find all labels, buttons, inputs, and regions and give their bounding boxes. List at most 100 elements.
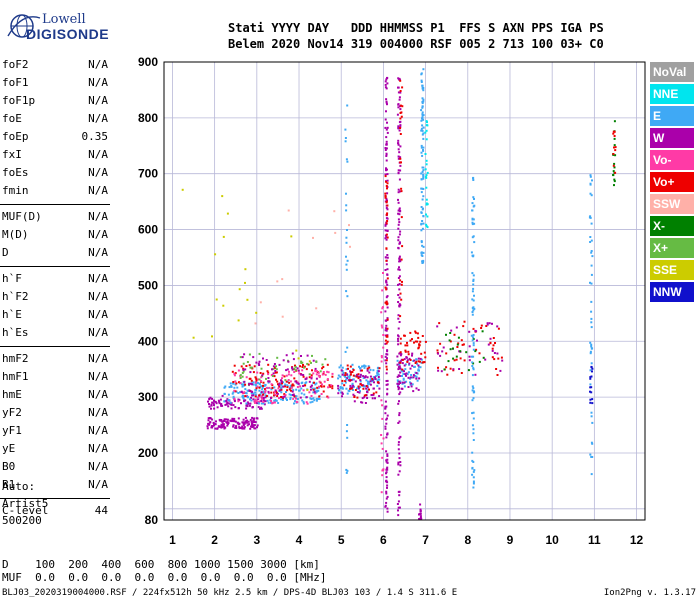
echo-point xyxy=(281,278,284,281)
echo-point xyxy=(240,402,242,405)
echo-point xyxy=(228,386,231,389)
echo-point xyxy=(407,350,410,353)
echo-point xyxy=(397,86,399,89)
echo-point xyxy=(295,349,298,352)
echo-point xyxy=(284,383,287,386)
echo-point xyxy=(421,124,424,127)
echo-point xyxy=(234,420,237,423)
echo-point xyxy=(286,386,289,389)
echo-point xyxy=(302,364,304,366)
echo-point xyxy=(249,398,251,401)
echo-point xyxy=(422,176,425,178)
echo-point xyxy=(385,468,388,471)
echo-point xyxy=(398,380,401,383)
echo-point xyxy=(252,398,255,401)
echo-point xyxy=(613,146,615,149)
echo-point xyxy=(417,368,420,371)
echo-point xyxy=(239,382,242,385)
param-row: foF1 N/A xyxy=(0,74,114,92)
echo-point xyxy=(473,204,476,207)
echo-point xyxy=(357,385,360,388)
echo-point xyxy=(231,418,234,421)
echo-point xyxy=(398,241,401,244)
echo-point xyxy=(407,386,410,388)
echo-point xyxy=(385,281,388,284)
echo-point xyxy=(221,423,224,426)
echo-point xyxy=(369,375,372,378)
echo-point xyxy=(242,362,245,365)
echo-point xyxy=(415,360,418,363)
x-tick-label: 5 xyxy=(338,533,345,547)
echo-point xyxy=(398,363,401,366)
echo-point xyxy=(386,277,389,280)
echo-point xyxy=(384,327,387,330)
echo-point xyxy=(423,351,426,354)
param-label: foE xyxy=(2,112,22,125)
echo-point xyxy=(271,387,274,389)
echo-point xyxy=(349,384,352,387)
echo-point xyxy=(614,146,617,149)
echo-point xyxy=(399,461,402,463)
echo-point xyxy=(226,424,229,427)
echo-point xyxy=(372,387,375,390)
echo-point xyxy=(384,425,387,428)
echo-point xyxy=(351,383,354,386)
echo-point xyxy=(613,184,615,187)
echo-point xyxy=(306,354,309,357)
echo-point xyxy=(273,386,276,389)
echo-point xyxy=(420,517,423,520)
echo-point xyxy=(385,263,388,266)
echo-point xyxy=(399,354,402,357)
echo-point xyxy=(265,359,268,361)
echo-point xyxy=(253,421,255,423)
echo-point xyxy=(386,236,389,239)
echo-point xyxy=(472,390,475,393)
echo-point xyxy=(398,506,401,509)
echo-point xyxy=(397,103,400,106)
param-row: B1 N/A xyxy=(0,476,114,494)
echo-point xyxy=(439,342,442,345)
echo-point xyxy=(397,327,400,330)
echo-point xyxy=(345,471,348,474)
echo-point xyxy=(417,364,420,367)
echo-point xyxy=(352,369,355,371)
echo-point xyxy=(347,367,349,370)
echo-point xyxy=(385,78,388,81)
echo-point xyxy=(292,393,295,396)
echo-point xyxy=(385,279,388,282)
echo-point xyxy=(364,376,367,378)
echo-point xyxy=(274,371,277,374)
echo-point xyxy=(291,368,294,371)
echo-point xyxy=(380,491,383,494)
echo-point xyxy=(232,404,235,407)
echo-point xyxy=(252,394,255,397)
echo-point xyxy=(380,356,383,359)
echo-point xyxy=(367,382,369,385)
echo-point xyxy=(452,368,455,371)
echo-point xyxy=(422,195,425,198)
echo-point xyxy=(285,374,288,377)
echo-point xyxy=(273,401,276,404)
echo-point xyxy=(420,151,423,154)
echo-point xyxy=(485,325,488,327)
echo-point xyxy=(399,90,402,92)
echo-point xyxy=(382,468,385,471)
echo-point xyxy=(399,91,402,94)
echo-point xyxy=(445,366,448,369)
echo-point xyxy=(345,368,348,371)
echo-point xyxy=(385,247,388,250)
echo-point xyxy=(254,391,257,394)
echo-point xyxy=(455,358,458,361)
echo-point xyxy=(372,392,375,395)
echo-point xyxy=(222,423,225,426)
echo-point xyxy=(252,371,255,374)
param-value: N/A xyxy=(88,76,108,89)
auto-code: 500200 xyxy=(2,514,42,527)
echo-point xyxy=(294,364,296,367)
echo-point xyxy=(386,317,389,320)
echo-point xyxy=(421,118,424,121)
echo-point xyxy=(400,358,403,361)
echo-point xyxy=(312,397,315,400)
echo-point xyxy=(397,209,400,212)
echo-point xyxy=(421,102,424,105)
